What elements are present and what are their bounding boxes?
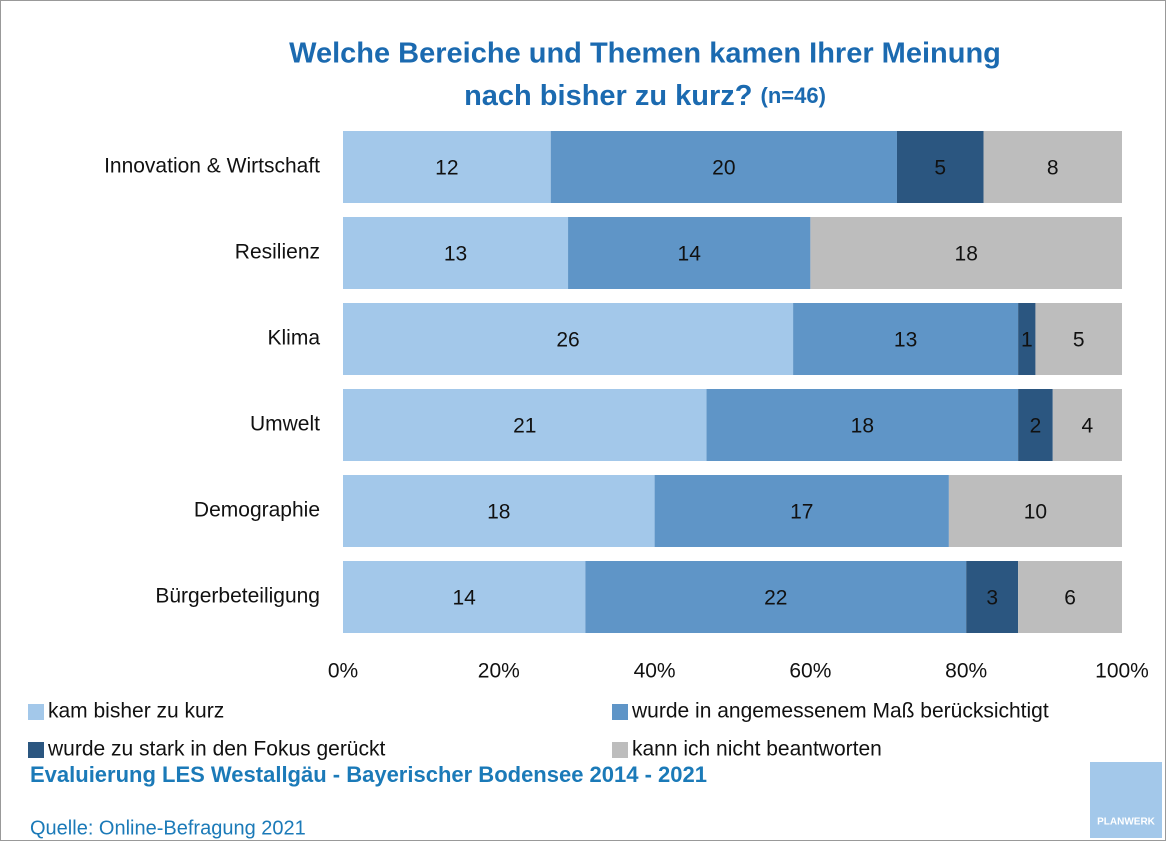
legend-swatch (28, 704, 44, 720)
bar-segment (1018, 561, 1122, 633)
bar-segment (550, 131, 897, 203)
data-label: 17 (790, 501, 813, 524)
data-label: 5 (934, 157, 946, 180)
chart-title: Welche Bereiche und Themen kamen Ihrer M… (289, 38, 1001, 70)
data-label: 4 (1082, 415, 1094, 438)
data-label: 22 (764, 587, 787, 610)
legend-swatch (612, 704, 628, 720)
data-label: 14 (678, 243, 702, 266)
x-tick-label: 100% (1095, 660, 1149, 683)
bar-segment (810, 217, 1122, 289)
data-label: 18 (851, 415, 874, 438)
data-label: 21 (513, 415, 536, 438)
data-label: 12 (435, 157, 458, 180)
bar-segment (983, 131, 1122, 203)
bar-segment (343, 131, 551, 203)
x-tick-label: 0% (328, 660, 358, 683)
bar-segment (1018, 303, 1036, 375)
data-label: 6 (1064, 587, 1076, 610)
y-tick-label: Klima (267, 327, 320, 350)
x-tick-label: 60% (789, 660, 831, 683)
bar-segment (585, 561, 967, 633)
legend-swatch (612, 742, 628, 758)
logo-text: PLANWERK (1097, 817, 1156, 828)
bar-segment (654, 475, 949, 547)
bar-segment (706, 389, 1019, 461)
y-tick-label: Umwelt (250, 413, 320, 436)
data-label: 3 (986, 587, 998, 610)
bar-segment (966, 561, 1019, 633)
bar-segment (343, 217, 569, 289)
footer-source: Quelle: Online-Befragung 2021 (30, 817, 306, 839)
legend-swatch (28, 742, 44, 758)
chart-title: nach bisher zu kurz? (464, 80, 752, 112)
data-label: 14 (452, 587, 476, 610)
y-tick-label: Demographie (194, 499, 320, 522)
data-label: 2 (1030, 415, 1042, 438)
chart-subtitle: (n=46) (761, 83, 826, 108)
bar-segment (568, 217, 811, 289)
legend-label: kann ich nicht beantworten (632, 738, 882, 761)
x-tick-label: 20% (478, 660, 520, 683)
bar-segment (1035, 303, 1122, 375)
x-tick-label: 40% (634, 660, 676, 683)
bar-segment (343, 561, 586, 633)
footer-title: Evaluierung LES Westallgäu - Bayerischer… (30, 762, 707, 787)
y-tick-label: Bürgerbeteiligung (155, 585, 320, 608)
y-tick-label: Innovation & Wirtschaft (104, 155, 320, 178)
data-label: 5 (1073, 329, 1085, 352)
data-label: 1 (1021, 329, 1033, 352)
legend-label: wurde zu stark in den Fokus gerückt (47, 738, 385, 761)
bar-segment (343, 303, 794, 375)
data-label: 13 (444, 243, 467, 266)
bar-segment (1052, 389, 1122, 461)
bar-segment (793, 303, 1019, 375)
bar-segment (1018, 389, 1053, 461)
bar-segment (343, 475, 655, 547)
bar-segment (343, 389, 707, 461)
data-label: 18 (487, 501, 510, 524)
x-tick-label: 80% (945, 660, 987, 683)
data-label: 20 (712, 157, 735, 180)
chart-title-line2: nach bisher zu kurz? (n=46) (464, 80, 826, 112)
logo (1090, 762, 1162, 838)
data-label: 10 (1024, 501, 1047, 524)
data-label: 26 (556, 329, 579, 352)
legend-label: wurde in angemessenem Maß berücksichtigt (631, 700, 1049, 723)
bar-segment (896, 131, 984, 203)
bar-segment (948, 475, 1122, 547)
data-label: 13 (894, 329, 917, 352)
legend-label: kam bisher zu kurz (48, 700, 224, 723)
data-label: 18 (955, 243, 978, 266)
data-label: 8 (1047, 157, 1059, 180)
y-tick-label: Resilienz (235, 241, 320, 264)
